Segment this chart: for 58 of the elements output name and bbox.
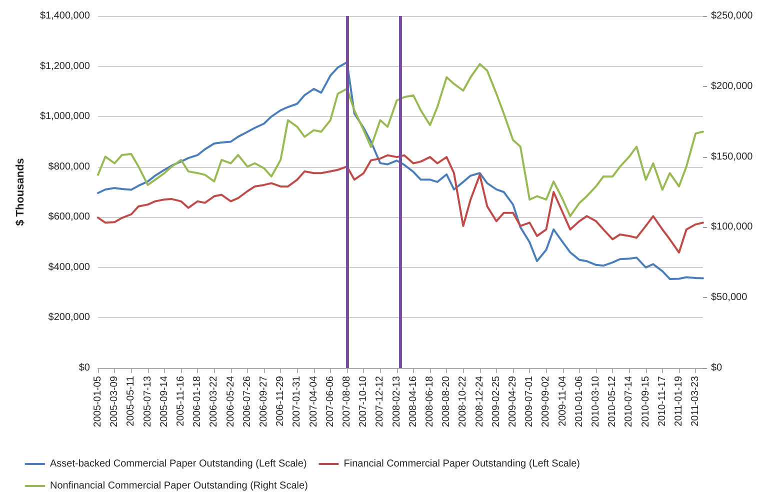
y2-tick-label: $250,000: [711, 10, 754, 22]
y2-tick-label: $0: [711, 362, 723, 374]
x-tick-label: 2006-09-27: [258, 376, 270, 428]
legend-label: Nonfinancial Commercial Paper Outstanding (Right Scale): [50, 480, 308, 492]
x-tick-label: 2005-07-13: [142, 376, 154, 428]
x-tick-label: 2007-04-04: [308, 376, 320, 428]
x-tick-label: 2007-06-06: [324, 376, 336, 428]
x-tick-label: 2006-01-18: [192, 376, 204, 428]
x-tick-label: 2008-08-20: [441, 376, 452, 428]
x-tick-label: 2007-08-08: [342, 376, 353, 428]
y2-tick-label: $50,000: [711, 292, 748, 304]
x-tick-label: 2005-03-09: [109, 376, 120, 428]
x-tick-label: 2010-07-14: [624, 376, 635, 428]
x-tick-label: 2011-01-19: [674, 376, 685, 426]
line-series: [97, 61, 704, 280]
x-tick-label: 2005-11-16: [176, 376, 187, 426]
x-tick-label: 2010-05-12: [607, 376, 618, 428]
legend-label: Financial Commercial Paper Outstanding (Left Scale): [344, 458, 580, 470]
x-tick-label: 2009-04-29: [508, 376, 519, 428]
x-tick-label: 2005-01-05: [92, 376, 104, 428]
y-tick-label: $0: [78, 362, 90, 374]
x-tick-label: 2008-10-22: [458, 376, 469, 428]
x-tick-label: 2010-01-06: [574, 376, 585, 428]
x-tick-label: 2010-03-10: [590, 376, 602, 428]
y2-tick-label: $150,000: [711, 151, 754, 162]
x-tick-label: 2009-07-01: [524, 376, 536, 428]
x-tick-label: 2005-05-11: [126, 376, 137, 426]
y-tick-label: $1,200,000: [40, 60, 90, 72]
x-tick-label: 2010-09-15: [640, 376, 652, 428]
x-tick-label: 2008-02-13: [391, 376, 402, 428]
y-tick-label: $200,000: [48, 312, 90, 324]
y2-tick-label: $200,000: [711, 80, 754, 92]
x-tick-label: 2009-02-25: [490, 376, 502, 428]
y-tick-label: $400,000: [48, 262, 90, 273]
y-tick-label: $600,000: [48, 212, 90, 223]
y-axis-title: $ Thousands: [14, 158, 26, 226]
x-tick-label: 2005-09-14: [158, 376, 170, 428]
y-tick-label: $800,000: [48, 161, 90, 172]
legend-label: Asset-backed Commercial Paper Outstanding (Left Scale): [50, 458, 307, 470]
line-series: [97, 154, 704, 254]
x-tick-label: 2006-03-22: [208, 376, 220, 428]
x-tick-label: 2009-11-04: [557, 376, 568, 426]
y-tick-label: $1,000,000: [40, 111, 90, 122]
x-tick-label: 2006-11-29: [275, 376, 286, 426]
x-tick-label: 2006-07-26: [242, 376, 253, 428]
x-tick-label: 2008-04-16: [408, 376, 419, 428]
x-tick-label: 2007-12-12: [374, 376, 386, 428]
line-series: [97, 63, 704, 218]
x-tick-label: 2008-06-18: [424, 376, 436, 428]
x-tick-label: 2010-11-17: [656, 376, 668, 426]
x-tick-label: 2011-03-23: [690, 376, 702, 426]
x-tick-label: 2007-10-10: [358, 376, 370, 428]
y-tick-label: $1,400,000: [40, 10, 90, 22]
x-tick-label: 2007-01-31: [292, 376, 303, 428]
x-tick-label: 2008-12-24: [474, 376, 486, 428]
y2-tick-label: $100,000: [711, 222, 754, 233]
x-tick-label: 2006-05-24: [225, 376, 236, 428]
x-tick-label: 2009-09-02: [540, 376, 552, 428]
